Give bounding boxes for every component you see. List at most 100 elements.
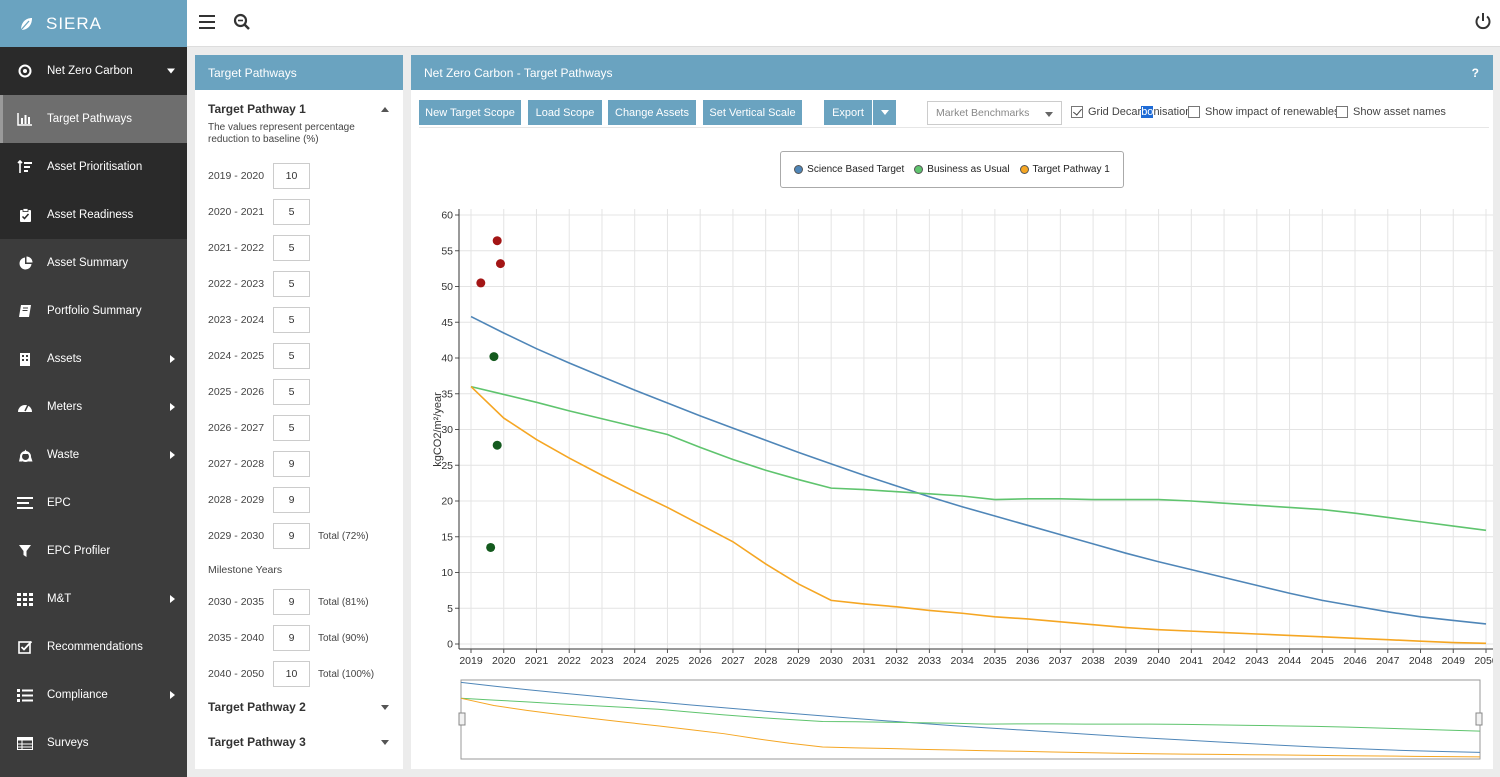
legend-item[interactable]: Target Pathway 1 — [1019, 164, 1110, 175]
navigator-series-line — [460, 697, 1481, 732]
reduction-input[interactable] — [273, 343, 310, 369]
y-tick-label: 40 — [441, 353, 453, 365]
pathway-2-header[interactable]: Target Pathway 2 — [195, 700, 403, 714]
change-assets-button[interactable]: Change Assets — [608, 100, 696, 125]
legend-item[interactable]: Science Based Target — [794, 164, 904, 175]
y-tick-label: 20 — [441, 496, 453, 508]
navigator-series-line — [460, 697, 1481, 758]
sidebar-item-epc[interactable]: EPC — [0, 479, 187, 527]
navigator-handle-right[interactable] — [1475, 712, 1483, 726]
pathway-row: 2022 - 2023 — [208, 271, 310, 297]
sidebar-item-label: Portfolio Summary — [47, 305, 142, 317]
pathway-row: 2029 - 2030 Total (72%) — [208, 523, 369, 549]
app-logo[interactable]: SIERA — [0, 0, 187, 47]
sidebar-item-label: Compliance — [47, 689, 108, 701]
checkbox-icon — [1188, 106, 1200, 118]
grid-decarbonisation-checkbox[interactable]: Grid Decar bo nisation — [1071, 106, 1191, 118]
legend-swatch — [794, 165, 804, 174]
export-dropdown-button[interactable] — [873, 100, 896, 125]
show-asset-names-checkbox[interactable]: Show asset names — [1336, 106, 1446, 118]
reduction-input[interactable] — [273, 307, 310, 333]
collapse-icon — [381, 106, 389, 112]
sort-icon — [17, 159, 33, 175]
reduction-input[interactable] — [273, 379, 310, 405]
x-tick-label: 2048 — [1409, 655, 1433, 667]
x-tick-label: 2020 — [492, 655, 516, 667]
pathway-3-header[interactable]: Target Pathway 3 — [195, 735, 403, 749]
zoom-search-icon[interactable] — [233, 13, 251, 31]
reduction-input[interactable] — [273, 451, 310, 477]
y-tick-label: 55 — [441, 245, 453, 257]
asset-point — [492, 440, 502, 450]
sidebar-item-assets[interactable]: Assets — [0, 335, 187, 383]
navigator-box — [460, 679, 1481, 760]
market-benchmarks-value: Market Benchmarks — [936, 107, 1030, 119]
hamburger-menu-icon[interactable] — [199, 15, 215, 29]
reduction-input[interactable] — [273, 589, 310, 615]
pathway-row: 2025 - 2026 — [208, 379, 310, 405]
asset-point — [492, 236, 502, 246]
reduction-input[interactable] — [273, 163, 310, 189]
leaf-icon — [20, 17, 32, 30]
navigator-handle-left[interactable] — [458, 712, 466, 726]
legend-item[interactable]: Business as Usual — [914, 164, 1010, 175]
reduction-input[interactable] — [273, 199, 310, 225]
x-tick-label: 2023 — [590, 655, 614, 667]
new-target-scope-button[interactable]: New Target Scope — [419, 100, 521, 125]
help-icon[interactable]: ? — [1471, 65, 1479, 80]
sidebar-item-asset-prioritisation[interactable]: Asset Prioritisation — [0, 143, 187, 191]
reduction-input[interactable] — [273, 487, 310, 513]
period-label: 2022 - 2023 — [208, 278, 265, 290]
show-asset-names-label: Show asset names — [1353, 106, 1446, 118]
export-button[interactable]: Export — [824, 100, 872, 125]
load-scope-button[interactable]: Load Scope — [528, 100, 602, 125]
expand-icon — [381, 704, 389, 710]
reduction-input[interactable] — [273, 415, 310, 441]
period-label: 2028 - 2029 — [208, 494, 265, 506]
reduction-input[interactable] — [273, 271, 310, 297]
pathway-row: 2035 - 2040 Total (90%) — [208, 625, 369, 651]
sidebar-item-compliance[interactable]: Compliance — [0, 671, 187, 719]
sidebar-item-label: Asset Readiness — [47, 209, 134, 221]
pathway-note: The values represent percentage reductio… — [208, 122, 355, 145]
y-tick-label: 30 — [441, 424, 453, 436]
sidebar-item-net-zero-carbon[interactable]: Net Zero Carbon — [0, 47, 187, 95]
power-icon[interactable] — [1474, 12, 1492, 30]
set-vertical-scale-button[interactable]: Set Vertical Scale — [703, 100, 802, 125]
sidebar-item-meters[interactable]: Meters — [0, 383, 187, 431]
period-label: 2027 - 2028 — [208, 458, 265, 470]
sidebar-item-asset-readiness[interactable]: Asset Readiness — [0, 191, 187, 239]
caret-right-icon — [170, 595, 175, 603]
sidebar-item-epc-profiler[interactable]: EPC Profiler — [0, 527, 187, 575]
sidebar-item-target-pathways[interactable]: Target Pathways — [0, 95, 187, 143]
sidebar-item-asset-summary[interactable]: Asset Summary — [0, 239, 187, 287]
x-tick-label: 2019 — [459, 655, 483, 667]
reduction-input[interactable] — [273, 523, 310, 549]
period-label: 2023 - 2024 — [208, 314, 265, 326]
x-tick-label: 2037 — [1049, 655, 1073, 667]
sidebar-item-m-t[interactable]: M&T — [0, 575, 187, 623]
x-tick-label: 2041 — [1180, 655, 1204, 667]
pathway-1-header[interactable]: Target Pathway 1 — [195, 102, 403, 116]
period-label: 2025 - 2026 — [208, 386, 265, 398]
x-tick-label: 2035 — [983, 655, 1007, 667]
sidebar-item-recommendations[interactable]: Recommendations — [0, 623, 187, 671]
pathway-row: 2026 - 2027 — [208, 415, 310, 441]
reduction-input[interactable] — [273, 235, 310, 261]
list-icon — [17, 687, 33, 703]
sidebar-item-label: Assets — [47, 353, 82, 365]
total-label: Total (90%) — [318, 632, 369, 644]
sidebar-item-portfolio-summary[interactable]: Portfolio Summary — [0, 287, 187, 335]
reduction-input[interactable] — [273, 661, 310, 687]
expand-icon — [381, 739, 389, 745]
reduction-input[interactable] — [273, 625, 310, 651]
show-renewables-checkbox[interactable]: Show impact of renewables — [1188, 106, 1340, 118]
chart-legend: Science Based Target Business as Usual Tar… — [780, 151, 1124, 188]
y-tick-label: 60 — [441, 210, 453, 222]
x-tick-label: 2039 — [1114, 655, 1138, 667]
sidebar-item-surveys[interactable]: Surveys — [0, 719, 187, 767]
x-tick-label: 2045 — [1311, 655, 1335, 667]
market-benchmarks-select[interactable]: Market Benchmarks — [927, 101, 1062, 125]
sidebar-item-waste[interactable]: Waste — [0, 431, 187, 479]
x-tick-label: 2021 — [525, 655, 549, 667]
